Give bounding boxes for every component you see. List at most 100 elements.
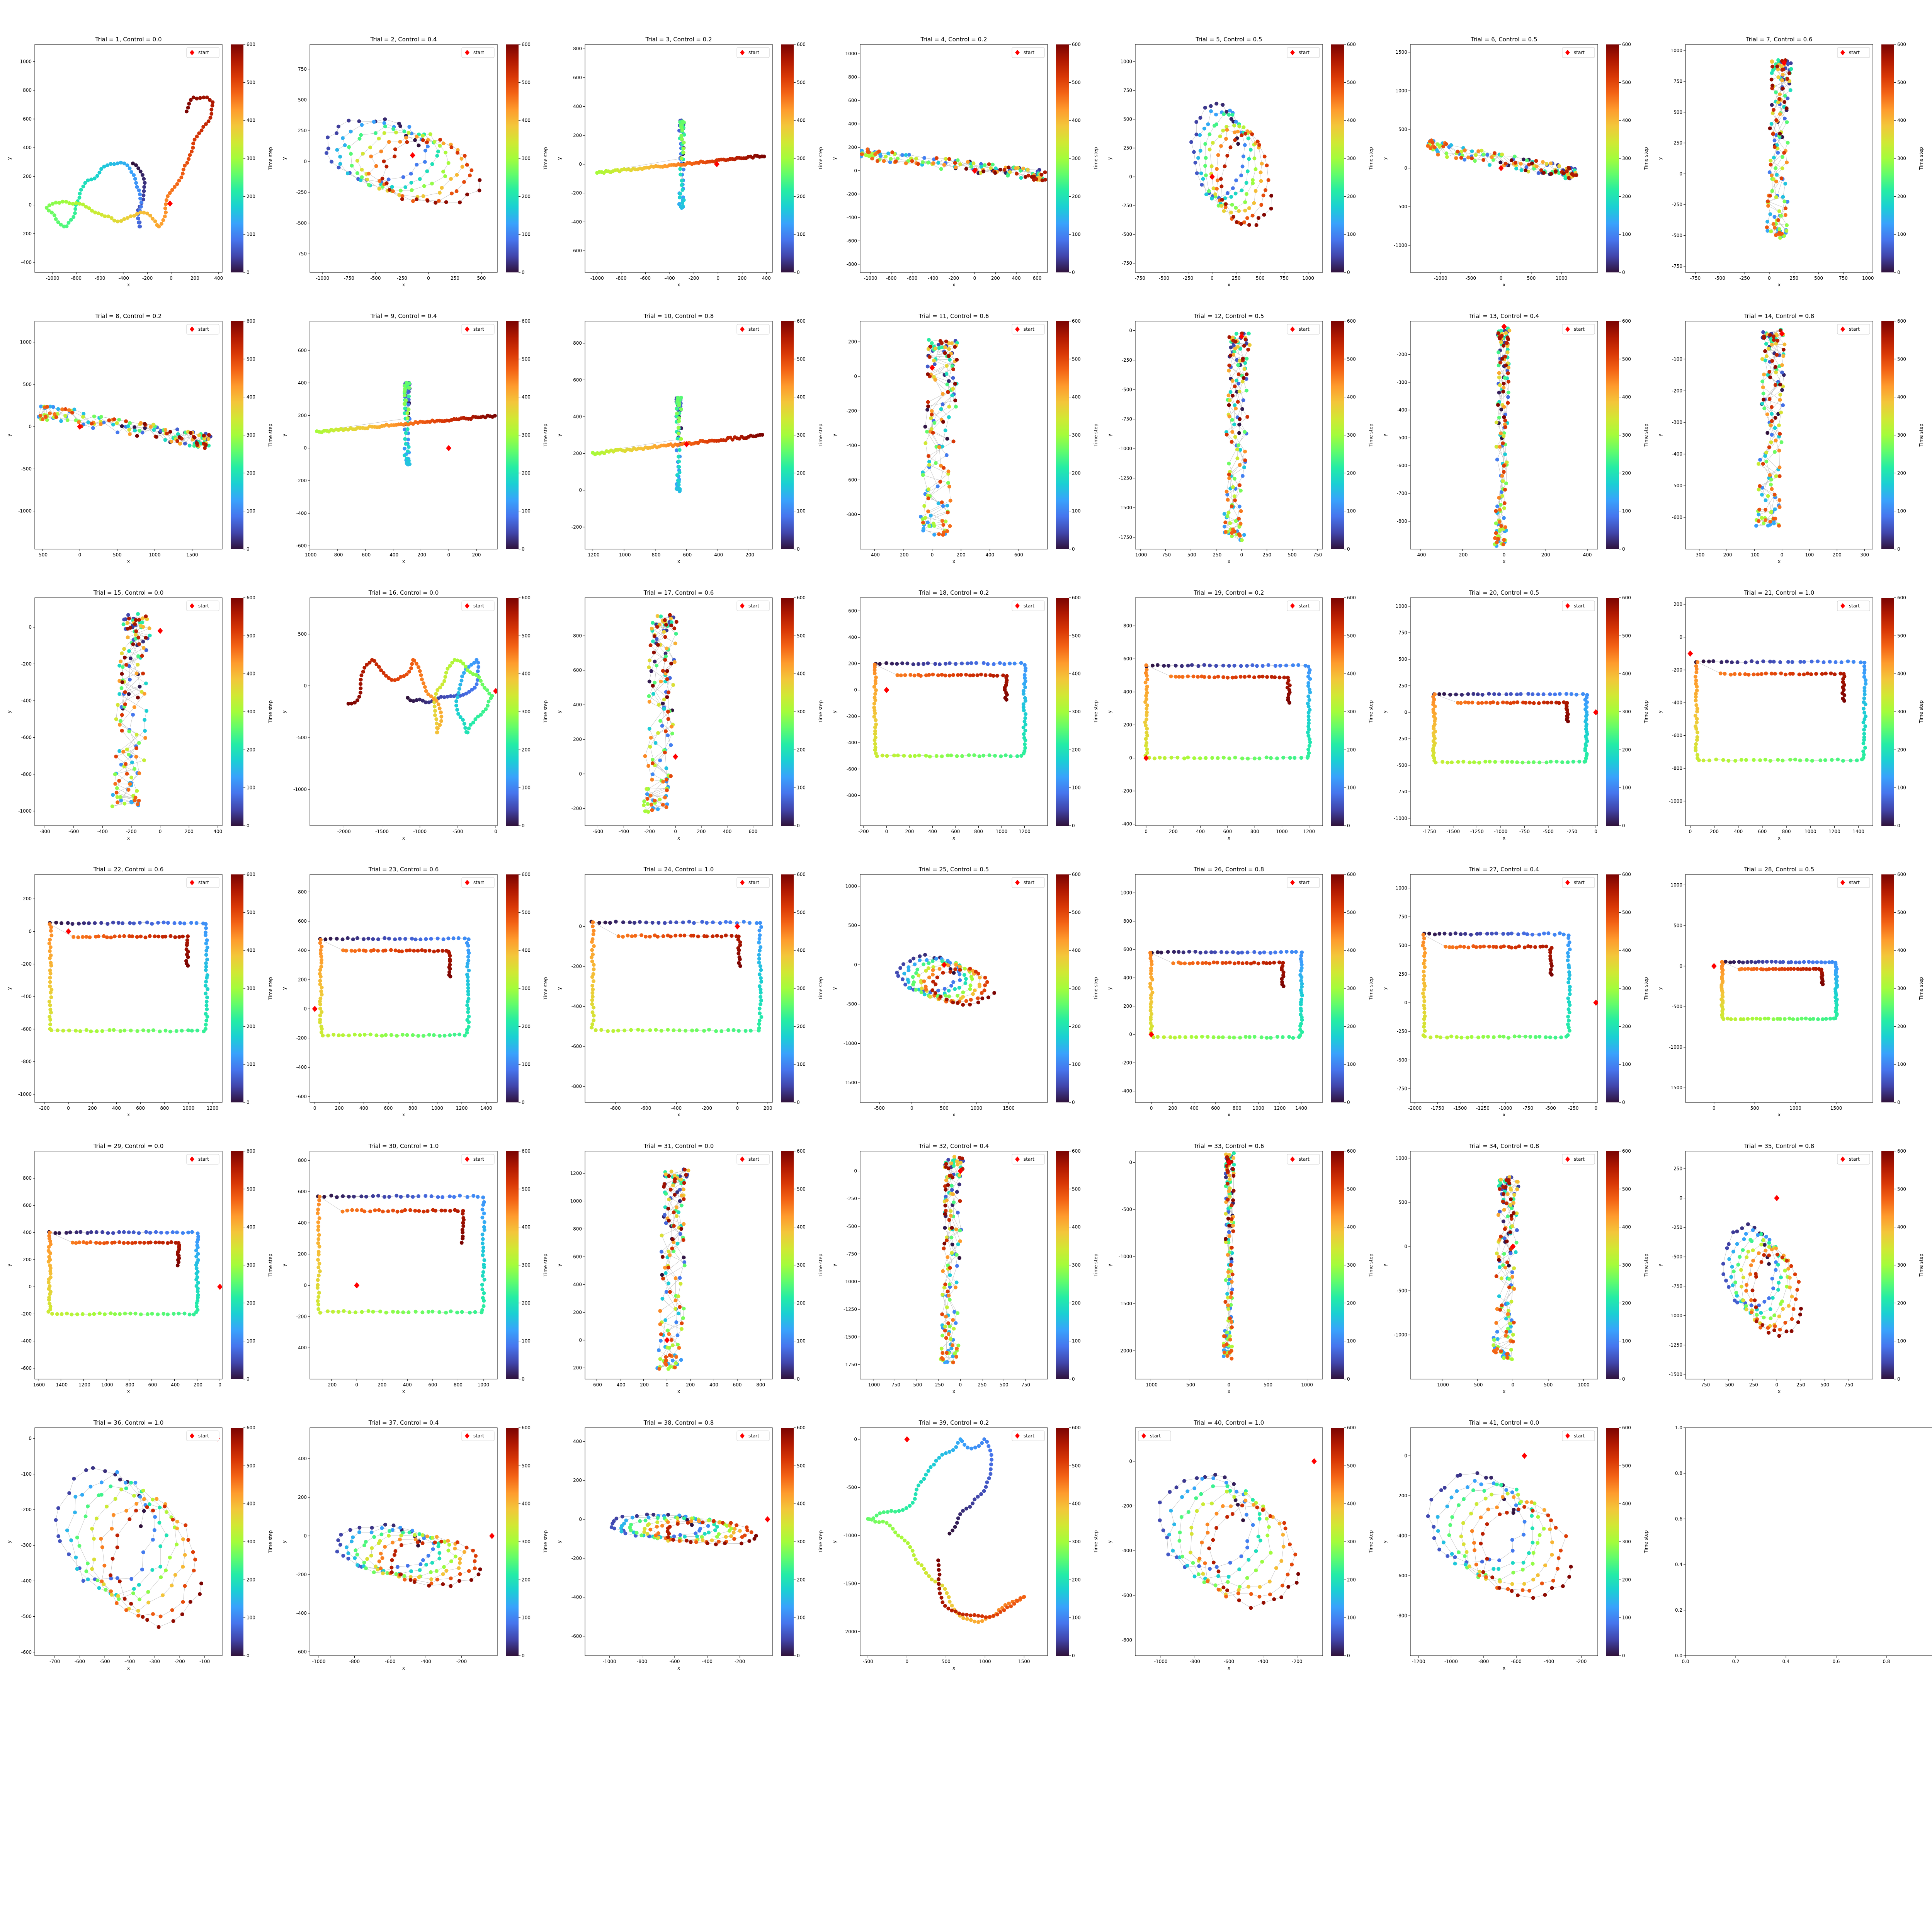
- trajectory-point: [1582, 760, 1587, 764]
- trajectory-point: [138, 210, 143, 214]
- trajectory-point: [1214, 102, 1219, 106]
- colorbar-tick-label: 400: [1072, 671, 1081, 677]
- trajectory-point: [998, 167, 1002, 172]
- y-tick-label: 500: [1673, 109, 1682, 115]
- trajectory-point: [1777, 231, 1782, 235]
- trajectory-point: [1245, 216, 1249, 220]
- trajectory-point: [1273, 675, 1277, 679]
- trajectory-point: [195, 134, 199, 139]
- trajectory-point: [173, 935, 177, 939]
- subplot-title: Trial = 8, Control = 0.2: [95, 313, 162, 320]
- colorbar-tick-label: 200: [797, 747, 806, 752]
- trajectory-point: [72, 407, 77, 412]
- x-tick-label: 0: [1781, 552, 1784, 558]
- trajectory-point: [1560, 760, 1565, 764]
- trajectory-point: [1760, 516, 1764, 520]
- trajectory-point: [1785, 77, 1789, 81]
- trajectory-point: [1767, 397, 1772, 401]
- trajectory-point: [160, 222, 163, 226]
- trajectory-point: [1768, 375, 1772, 379]
- x-tick-label: 800: [974, 829, 983, 834]
- y-tick-label: 400: [573, 414, 582, 419]
- trajectory-point: [1499, 340, 1503, 344]
- trajectory-point: [1228, 353, 1233, 357]
- trajectory-point: [119, 719, 122, 723]
- trajectory-point: [1483, 760, 1488, 764]
- y-tick-label: -750: [1122, 417, 1132, 422]
- trajectory-point: [1862, 664, 1866, 668]
- trajectory-point: [1287, 701, 1291, 705]
- y-tick-label: 800: [573, 46, 582, 51]
- trajectory-point: [470, 687, 474, 692]
- y-tick-label: 200: [23, 896, 32, 901]
- x-tick-label: 600: [136, 1105, 145, 1111]
- trajectory-point: [473, 717, 478, 721]
- trajectory-point: [1836, 757, 1840, 762]
- trajectory-point: [648, 745, 652, 749]
- trajectory-point: [438, 723, 442, 727]
- trajectory-point: [408, 698, 412, 702]
- axes-frame: [1410, 597, 1598, 826]
- trajectory-point: [1234, 332, 1238, 336]
- y-tick-label: 0: [1404, 165, 1407, 171]
- trajectory-point: [195, 1028, 199, 1032]
- trajectory-point: [1265, 163, 1269, 168]
- trajectory-point: [913, 754, 917, 758]
- trajectory-point: [126, 424, 130, 428]
- trajectory-point: [1005, 692, 1009, 697]
- y-tick-label: -400: [571, 219, 582, 224]
- trajectory-point: [1773, 383, 1777, 387]
- x-tick-label: -1500: [1446, 829, 1460, 834]
- trajectory-point: [903, 673, 907, 677]
- trajectory-point: [433, 713, 437, 717]
- x-tick-label: -1000: [316, 276, 329, 281]
- y-axis-label: y: [1382, 157, 1388, 160]
- x-axis-label: x: [1228, 835, 1230, 841]
- colorbar-tick-label: 0: [247, 1100, 250, 1105]
- trajectory-point: [163, 428, 168, 432]
- y-tick-label: -800: [847, 793, 857, 798]
- y-tick-label: 500: [1398, 656, 1407, 662]
- trajectory-point: [408, 462, 412, 466]
- trajectory-point: [947, 358, 952, 362]
- trajectory-point: [860, 152, 864, 156]
- legend-box: [186, 877, 219, 888]
- trajectory-point: [449, 145, 454, 150]
- trajectory-point: [872, 714, 876, 719]
- subplot-23: Trial = 23, Control = 0.60 200 400 600 800 10…: [282, 866, 548, 1117]
- y-tick-label: 600: [23, 116, 32, 122]
- trajectory-point: [113, 772, 117, 776]
- y-tick-label: 200: [298, 977, 307, 982]
- y-tick-label: 200: [23, 173, 32, 179]
- trajectory-point: [651, 639, 655, 643]
- trajectory-point: [1003, 688, 1007, 692]
- x-tick-label: 400: [1012, 276, 1021, 281]
- x-tick-label: -400: [1415, 552, 1426, 558]
- trajectory-point: [940, 444, 944, 449]
- colorbar-tick-label: 200: [1072, 194, 1081, 199]
- trajectory-point: [1862, 711, 1867, 715]
- trajectory-point: [198, 96, 202, 100]
- trajectory-point: [391, 189, 395, 193]
- trajectory-point: [1145, 697, 1148, 701]
- trajectory-point: [86, 178, 90, 182]
- x-axis-label: x: [677, 282, 680, 287]
- trajectory-point: [207, 98, 212, 102]
- trajectory-point: [1773, 672, 1777, 676]
- trajectory-point: [418, 669, 422, 673]
- y-tick-label: 0: [29, 624, 32, 630]
- trajectory-point: [993, 753, 997, 758]
- trajectory-point: [940, 519, 944, 523]
- trajectory-point: [70, 922, 75, 926]
- trajectory-point: [105, 935, 109, 939]
- subplot-title: Trial = 6, Control = 0.5: [1470, 36, 1537, 43]
- trajectory-point: [424, 689, 428, 693]
- trajectory-point: [49, 933, 54, 937]
- trajectory-point: [934, 461, 938, 465]
- trajectory-point: [1762, 521, 1766, 526]
- y-tick-label: -250: [1122, 203, 1132, 208]
- trajectory-point: [1240, 756, 1244, 760]
- trajectory-point: [135, 185, 139, 189]
- x-tick-label: 400: [723, 829, 731, 834]
- trajectory-point: [128, 677, 132, 682]
